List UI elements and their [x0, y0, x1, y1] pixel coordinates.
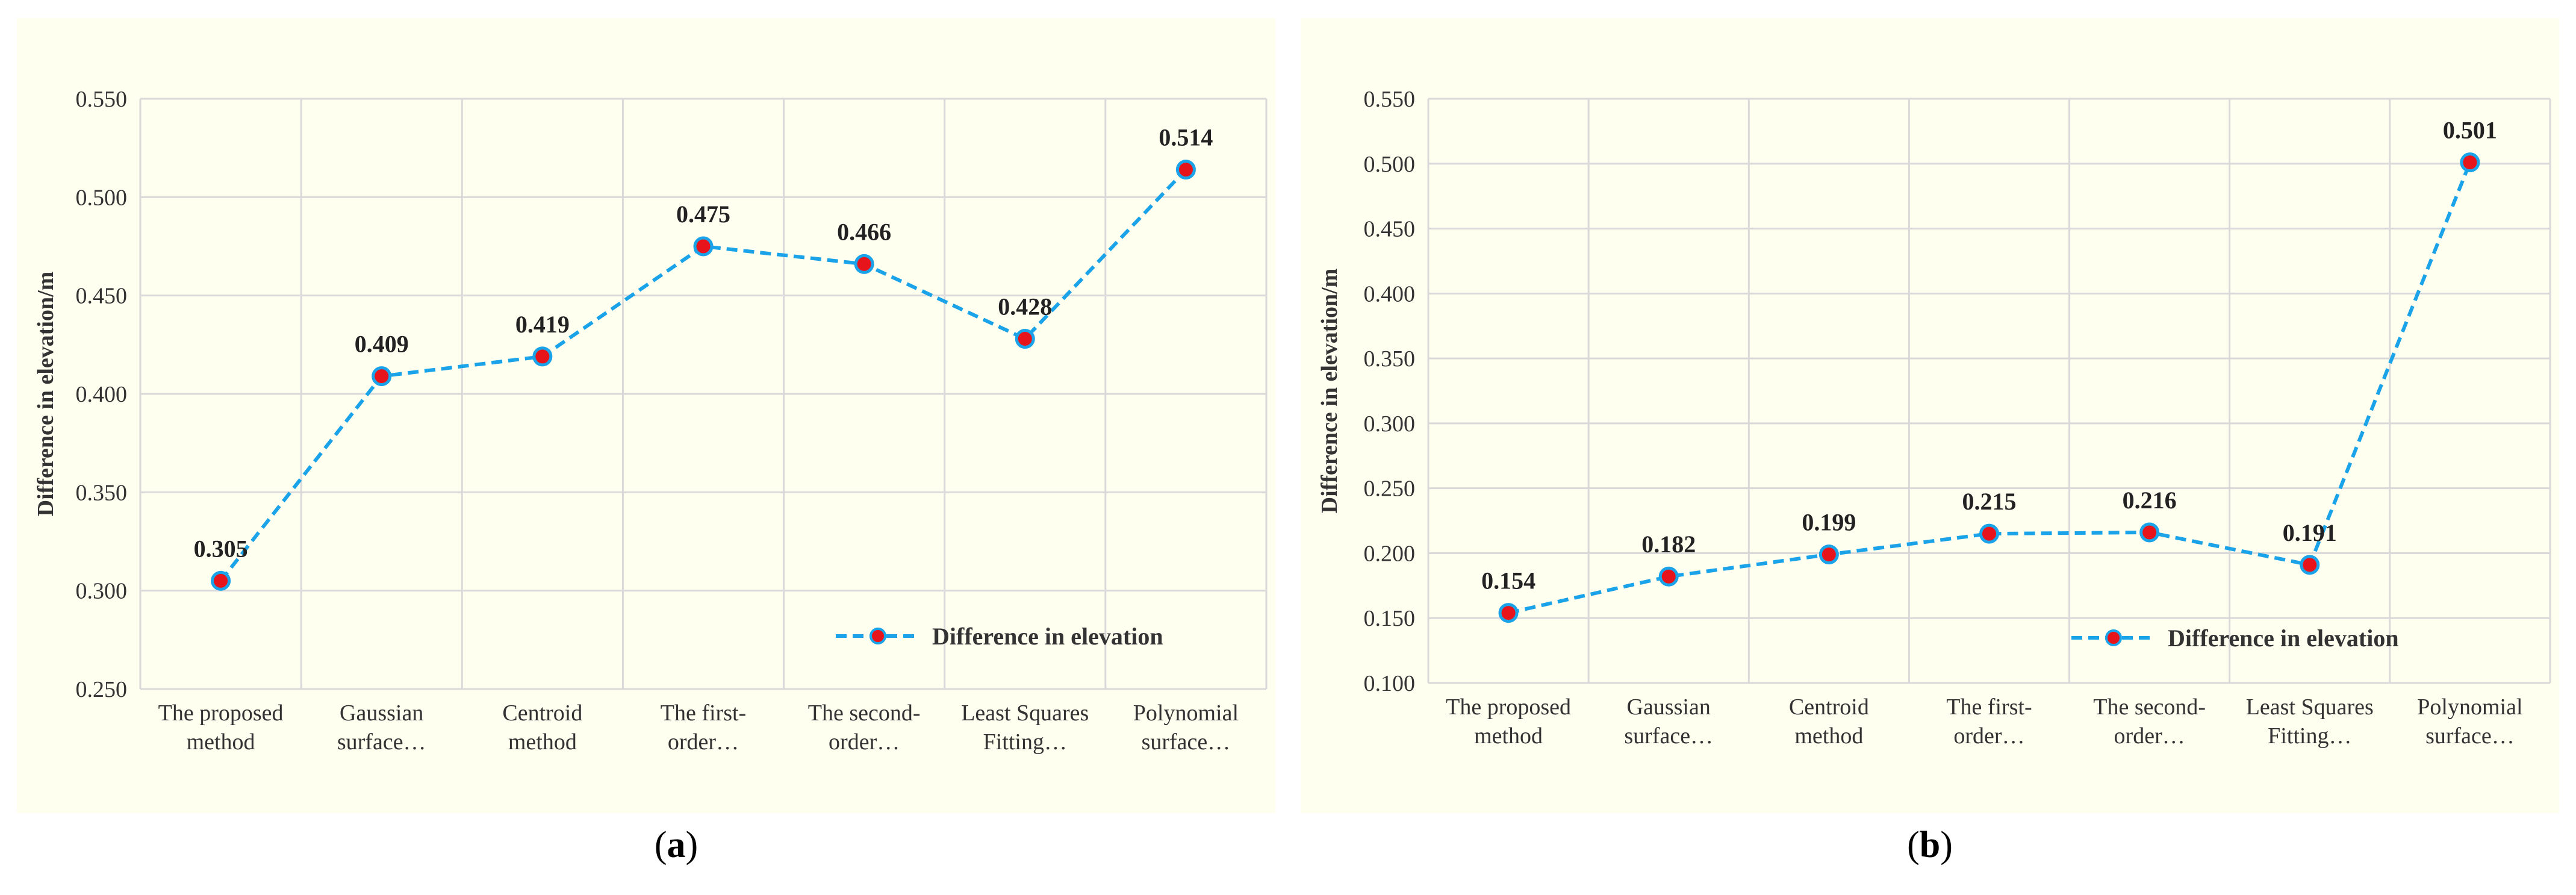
legend-marker: [2105, 629, 2122, 646]
legend-marker: [870, 628, 886, 644]
x-category-label: Polynomial surface…: [2417, 694, 2522, 749]
data-label: 0.466: [837, 218, 891, 245]
data-label: 0.199: [1802, 509, 1856, 536]
x-category-label: Least Squares Fitting…: [2246, 694, 2374, 749]
y-tick-label: 0.450: [76, 284, 128, 309]
line-chart-b: 0.100 0.150 0.200 0.250 0.300 0.350 0.400 0.450…: [1317, 87, 2551, 749]
panel-caption-letter: a: [667, 825, 686, 865]
data-point: [532, 346, 553, 367]
y-tick-label: 0.550: [1364, 87, 1416, 112]
panel-caption-a: (a): [654, 825, 698, 865]
data-label: 0.501: [2443, 117, 2497, 144]
x-category-label: Centroid method: [1789, 694, 1869, 749]
x-category-label: The second-order…: [808, 700, 921, 755]
data-point: [1498, 603, 1519, 623]
series-line: [219, 168, 1187, 582]
y-tick-label: 0.400: [1364, 281, 1416, 307]
x-category-label: Gaussian surface…: [337, 700, 426, 755]
y-tick-label: 0.250: [76, 677, 128, 702]
data-label: 0.154: [1481, 567, 1535, 594]
x-category-label: Least Squares Fitting…: [961, 700, 1089, 755]
data-point: [2300, 555, 2320, 575]
y-tick-label: 0.350: [1364, 346, 1416, 372]
y-tick-label: 0.150: [1364, 606, 1416, 631]
data-point: [693, 236, 714, 257]
x-category-label: The proposed method: [158, 700, 284, 755]
data-label: 0.514: [1159, 124, 1213, 151]
data-point: [1175, 160, 1196, 180]
x-category-label: Gaussian surface…: [1624, 694, 1713, 749]
panel-caption-b: (b): [1907, 825, 1953, 865]
y-tick-label: 0.500: [1364, 152, 1416, 177]
x-category-label: The first-order…: [661, 700, 746, 755]
x-category-label: The first-order…: [1946, 694, 2032, 749]
data-label: 0.191: [2283, 519, 2337, 546]
chart-panel-a: 0.250 0.300 0.350 0.400 0.450 0.500 0.550 The p…: [17, 18, 1275, 813]
x-category-label: The proposed method: [1446, 694, 1571, 749]
data-label: 0.428: [998, 293, 1052, 320]
data-point: [2139, 522, 2160, 543]
data-point: [1818, 544, 1839, 565]
x-category-label: Centroid method: [502, 700, 582, 755]
data-point: [1658, 566, 1679, 587]
x-category-label: Polynomial surface…: [1133, 700, 1239, 755]
y-tick-label: 0.100: [1364, 671, 1416, 696]
y-tick-label: 0.350: [76, 480, 128, 505]
data-label: 0.475: [676, 201, 730, 228]
data-point: [372, 366, 392, 387]
legend-label: Difference in elevation: [2168, 625, 2399, 652]
data-label: 0.216: [2123, 487, 2177, 514]
y-tick-label: 0.300: [76, 579, 128, 604]
data-point: [854, 254, 874, 274]
data-label: 0.182: [1641, 531, 1696, 558]
data-label: 0.305: [194, 535, 248, 562]
y-tick-label: 0.500: [76, 185, 128, 210]
y-tick-label: 0.400: [76, 382, 128, 407]
data-label: 0.409: [355, 331, 409, 358]
x-category-label: The second-order…: [2093, 694, 2206, 749]
panel-caption-letter: b: [1919, 825, 1941, 865]
y-axis-title: Difference in elevation/m: [33, 272, 58, 517]
y-tick-label: 0.550: [76, 87, 128, 112]
data-point: [1015, 329, 1035, 349]
chart-panel-b: 0.100 0.150 0.200 0.250 0.300 0.350 0.400 0.450…: [1301, 18, 2559, 813]
y-tick-label: 0.300: [1364, 411, 1416, 437]
y-tick-label: 0.450: [1364, 217, 1416, 242]
data-label: 0.419: [515, 311, 570, 338]
y-tick-label: 0.200: [1364, 541, 1416, 566]
line-chart-a: 0.250 0.300 0.350 0.400 0.450 0.500 0.550 The p…: [33, 87, 1268, 755]
y-axis-title: Difference in elevation/m: [1317, 269, 1342, 514]
data-point: [2460, 152, 2480, 173]
data-label: 0.215: [1962, 488, 2017, 515]
data-point: [211, 570, 231, 591]
y-tick-label: 0.250: [1364, 476, 1416, 502]
data-point: [1979, 523, 1999, 544]
legend-label: Difference in elevation: [932, 623, 1163, 650]
